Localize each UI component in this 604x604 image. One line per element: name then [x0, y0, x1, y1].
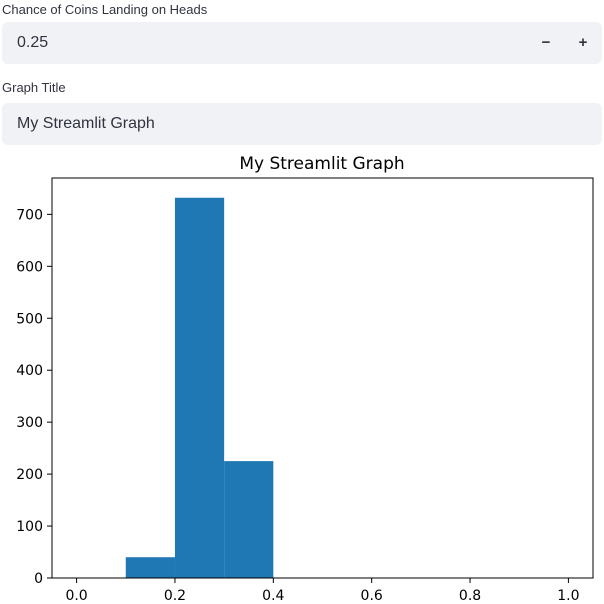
- y-tick-label: 700: [16, 207, 43, 223]
- y-tick-label: 400: [16, 363, 43, 379]
- graph-title-input[interactable]: My Streamlit Graph: [2, 103, 602, 145]
- increment-button[interactable]: +: [578, 34, 588, 51]
- x-tick-label: 1.0: [557, 588, 579, 604]
- plot-frame: [51, 177, 594, 579]
- y-tick-label: 0: [34, 571, 43, 587]
- histogram-bar: [125, 557, 175, 578]
- x-tick-label: 0.2: [164, 588, 186, 604]
- histogram-bar: [224, 461, 274, 578]
- histogram-bar: [174, 197, 225, 578]
- x-axis: 0.0 0.2 0.4 0.6 0.8 1.0: [65, 578, 580, 604]
- x-tick-label: 0.6: [361, 588, 383, 604]
- heads-chance-label: Chance of Coins Landing on Heads: [2, 2, 208, 17]
- histogram-chart: My Streamlit Graph 0.0 0.2 0.4 0.6 0.8 1.0 0 1…: [16, 154, 594, 604]
- x-tick-label: 0.8: [459, 588, 481, 604]
- decrement-button[interactable]: −: [541, 34, 551, 51]
- y-tick-label: 600: [16, 259, 43, 275]
- graph-title-value[interactable]: My Streamlit Graph: [17, 115, 155, 132]
- y-tick-label: 200: [16, 467, 43, 483]
- bars-group: [125, 197, 274, 578]
- x-tick-label: 0.0: [65, 588, 87, 604]
- y-tick-label: 500: [16, 311, 43, 327]
- y-tick-label: 100: [16, 519, 43, 535]
- x-tick-label: 0.4: [262, 588, 284, 604]
- heads-chance-value[interactable]: 0.25: [17, 34, 49, 51]
- heads-chance-input[interactable]: 0.25 − +: [2, 22, 602, 64]
- y-axis: 0 100 200 300 400 500 600 700: [16, 207, 52, 587]
- chart-title: My Streamlit Graph: [239, 154, 404, 174]
- graph-title-label: Graph Title: [2, 80, 66, 95]
- y-tick-label: 300: [16, 415, 43, 431]
